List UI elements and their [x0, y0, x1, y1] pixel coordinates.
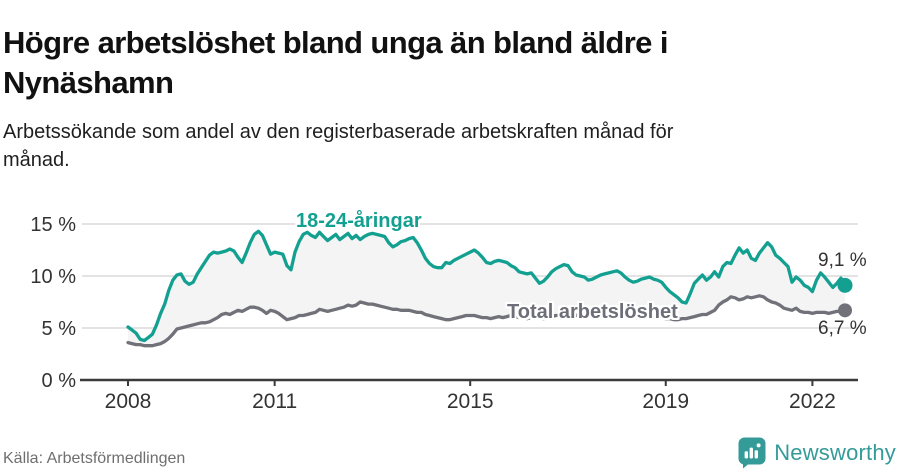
x-tick-label-2015: 2015: [447, 390, 494, 413]
x-tick-label-2011: 2011: [252, 390, 297, 413]
series-line-total: [126, 294, 847, 348]
series-end-dot-total: [838, 303, 852, 318]
y-tick-label-0: 0 %: [42, 370, 77, 392]
page-subtitle: Arbetssökande som andel av den registerb…: [3, 121, 674, 171]
newsworthy-wordmark: Newsworthy: [774, 439, 896, 465]
end-value-youth: 9,1 %: [818, 250, 867, 271]
x-tick-label-2008: 2008: [105, 390, 152, 413]
source-credit: Källa: Arbetsförmedlingen: [3, 450, 186, 467]
newsworthy-bubble-icon: [737, 436, 767, 469]
end-value-total: 6,7 %: [818, 318, 867, 339]
page-title: Högre arbetslöshet bland unga än bland ä…: [3, 24, 668, 100]
series-label-youth: 18-24-åringar: [296, 210, 422, 232]
x-tick-label-2019: 2019: [642, 390, 689, 413]
series-line-youth: [126, 229, 847, 343]
x-tick-label-2022: 2022: [789, 390, 836, 413]
series-label-total: Total arbetslöshet: [507, 301, 678, 323]
y-tick-label-15: 15 %: [30, 214, 76, 236]
newsworthy-logo[interactable]: Newsworthy: [737, 436, 896, 469]
y-tick-label-10: 10 %: [30, 266, 76, 288]
y-tick-label-5: 5 %: [42, 318, 77, 340]
series-end-dot-youth: [837, 277, 853, 293]
